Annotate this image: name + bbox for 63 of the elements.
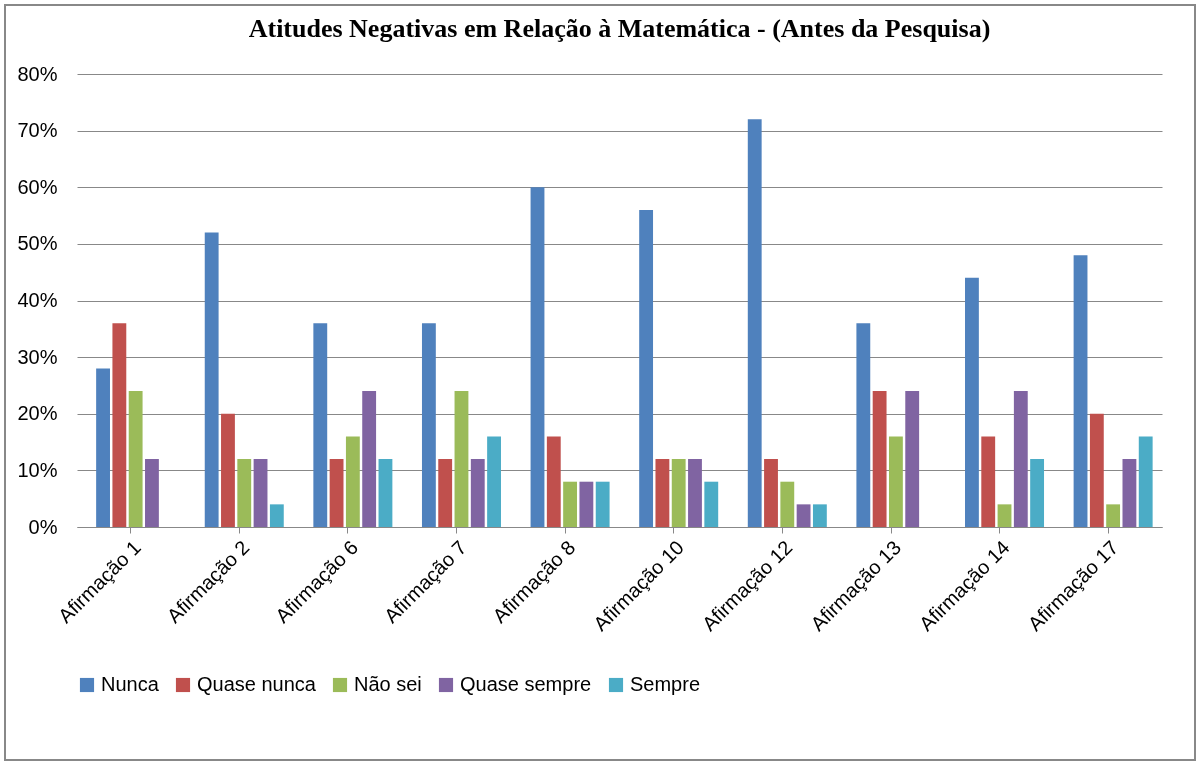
bar [671,459,686,527]
bar [856,323,871,527]
bar [872,391,887,527]
bar [965,277,979,527]
bar [378,459,393,527]
bar [128,391,143,527]
legend-label: Não sei [354,673,422,695]
legend-label: Quase nunca [197,673,317,695]
bar [221,413,235,527]
y-tick-label: 40% [17,289,58,311]
bar [579,481,594,527]
bar [747,119,762,527]
bar [269,504,284,527]
legend-label: Quase sempre [460,673,592,695]
legend-label: Nunca [101,673,160,695]
bar [688,459,702,527]
y-tick-label: 60% [17,175,58,198]
bar [595,481,610,527]
bar [421,323,436,527]
y-tick-label: 10% [17,458,58,481]
bar [362,391,377,527]
bar [1073,255,1088,527]
bar [329,459,344,527]
bar [487,436,501,527]
legend-label: Sempre [630,673,701,695]
bar [112,323,127,527]
bar [704,481,719,527]
y-tick-label: 20% [17,402,58,425]
bar [981,436,996,527]
bar [796,504,811,527]
bar [563,481,578,527]
bar [454,391,469,527]
bar [1106,504,1121,527]
y-tick-label: 50% [17,232,58,255]
bar [1138,436,1153,527]
bar [888,436,903,527]
bar [997,504,1012,527]
bar [345,436,360,527]
bar [96,368,110,527]
bar [1122,459,1137,527]
chart-title: Atitudes Negativas em Relação à Matemática - (Antes da Pesquisa) [248,14,991,43]
bar [1030,459,1045,527]
bar [764,459,778,527]
y-tick-label: 70% [17,119,58,142]
bar [470,459,485,527]
bar [655,459,670,527]
bar [905,391,920,527]
bar [237,459,252,527]
y-tick-label: 80% [17,62,58,85]
bar [313,323,328,527]
bar [812,504,827,527]
bar [204,232,219,527]
bar [546,436,561,527]
bar [780,481,795,527]
bar [145,459,159,527]
y-tick-label: 30% [17,345,58,368]
bar [530,187,545,527]
bar [639,209,654,527]
bar [1013,391,1028,527]
y-tick-label: 0% [28,515,58,538]
bar [438,459,453,527]
bar [253,459,268,527]
bar [1089,413,1104,527]
